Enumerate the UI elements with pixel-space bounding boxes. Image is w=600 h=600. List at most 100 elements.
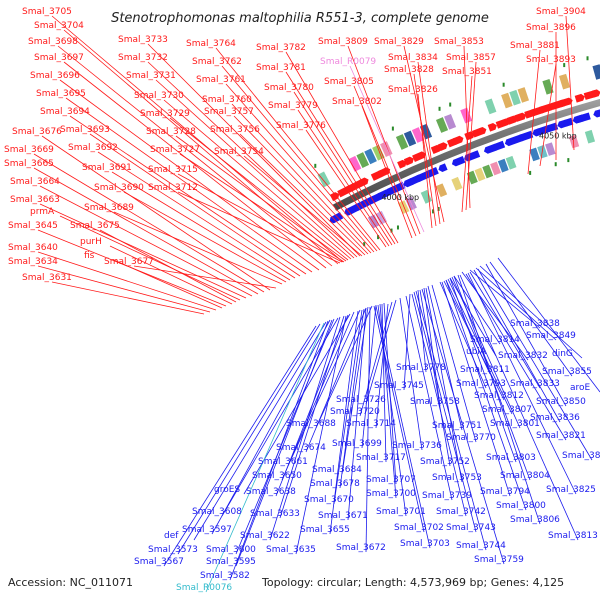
cog-block-forward	[509, 89, 521, 106]
feature-rings	[314, 56, 600, 247]
forward-leader-line	[177, 191, 341, 264]
forward-leader-line	[177, 173, 343, 263]
rna-tick-mark	[391, 126, 394, 131]
forward-gene-label: Smal_3782	[256, 43, 306, 53]
cog-block-reverse	[420, 189, 433, 204]
cog-block-reverse	[545, 142, 556, 156]
forward-leader-line	[59, 79, 320, 271]
cog-block-forward	[484, 98, 497, 115]
forward-gene-arrow	[412, 151, 426, 163]
forward-gene-label: Smal_3834	[388, 53, 438, 63]
reverse-gene-label: Smal_3743	[446, 523, 496, 533]
rna-tick-mark	[377, 235, 380, 240]
cog-block-forward	[501, 92, 513, 109]
forward-gene-arrow	[471, 126, 487, 138]
reverse-gene-label: Smal_3720	[330, 407, 380, 417]
forward-gene-label: Smal_3896	[526, 23, 576, 33]
reverse-leader-line	[281, 311, 355, 481]
forward-gene-label: Smal_3698	[28, 37, 78, 47]
reverse-gene-label: Smal_3567	[134, 557, 184, 567]
reverse-leader-line	[221, 317, 339, 517]
forward-leader-line	[113, 259, 223, 309]
rna-tick-mark	[502, 82, 505, 87]
forward-leader-line	[297, 109, 390, 247]
reverse-leader-line	[405, 295, 453, 501]
forward-gene-label: Smal_3731	[126, 71, 176, 81]
rna-tick-mark	[390, 228, 393, 233]
cog-block-forward	[348, 155, 362, 172]
forward-gene-label: Smal_3729	[140, 109, 190, 119]
reverse-gene-label: ubiA	[466, 347, 487, 357]
reverse-gene-label: Smal_3838	[510, 319, 560, 329]
forward-gene-label: Smal_3677	[104, 257, 154, 267]
forward-leader-line	[413, 73, 437, 227]
forward-gene-label: Smal_3761	[196, 75, 246, 85]
reverse-leader-line	[467, 272, 577, 495]
reverse-leader-line	[443, 280, 505, 401]
forward-leader-line	[37, 251, 217, 311]
forward-gene-label: Smal_3675	[70, 221, 120, 231]
forward-gene-label: Smal_3730	[134, 91, 184, 101]
forward-gene-label: Smal_3805	[324, 77, 374, 87]
reverse-leader-line	[377, 304, 407, 517]
forward-gene-arrow	[487, 123, 497, 132]
reverse-gene-label: Smal_3803	[486, 453, 536, 463]
reverse-gene-label: Smal_3744	[456, 541, 506, 551]
reverse-gene-label: Smal_3702	[394, 523, 444, 533]
reverse-leader-line	[315, 305, 373, 429]
reverse-gene-label: Smal_3655	[300, 525, 350, 535]
forward-gene-label: Smal_3826	[388, 85, 438, 95]
forward-gene-label: Smal_3781	[256, 63, 306, 73]
forward-leader-line	[169, 117, 349, 261]
reverse-gene-arrow	[518, 130, 534, 142]
forward-gene-label: Smal_3704	[34, 21, 84, 31]
rna-leader-line	[349, 65, 425, 233]
reverse-gene-label: Smal_3833	[510, 379, 560, 389]
reverse-leader-line	[329, 310, 359, 535]
forward-leader-line	[133, 265, 277, 289]
rna-tick-mark	[432, 209, 435, 214]
forward-gene-label: Smal_3695	[36, 89, 86, 99]
reverse-gene-label: Smal_3678	[310, 479, 360, 489]
reverse-gene-label: Smal_3800	[496, 501, 546, 511]
reverse-gene-label: Smal_3837	[562, 451, 600, 461]
cog-block-reverse	[451, 176, 463, 191]
reverse-leader-line	[413, 291, 477, 533]
forward-leader-line	[417, 61, 441, 225]
reverse-gene-arrow	[329, 212, 344, 224]
rna-tick-mark	[554, 162, 557, 167]
trna-leader-line	[205, 322, 325, 593]
rna-tick-mark	[586, 56, 589, 61]
reverse-gene-label: Smal_3671	[318, 511, 368, 521]
cog-block-forward	[559, 73, 571, 90]
forward-leader-line	[361, 105, 413, 239]
forward-gene-arrow	[397, 159, 407, 169]
reverse-gene-arrow	[438, 163, 448, 172]
gene-labels: Smal_3705 Smal_3704 Smal_3698 Smal_3697 Smal…	[4, 7, 600, 593]
forward-leader-line	[285, 51, 399, 244]
reverse-gene-label: Smal_3707	[366, 475, 416, 485]
rna-tick-mark	[314, 163, 317, 168]
cog-block-reverse	[505, 155, 517, 170]
reverse-gene-label: Smal_3638	[246, 487, 296, 497]
reverse-gene-label: Smal_3807	[482, 405, 532, 415]
map-title: Stenotrophomonas maltophilia R551-3, com…	[111, 11, 489, 26]
forward-leader-line	[147, 43, 361, 257]
forward-gene-label: Smal_3851	[442, 67, 492, 77]
reverse-leader-line	[333, 309, 363, 505]
reverse-leader-line	[419, 289, 451, 467]
reverse-gene-label: Smal_3635	[266, 545, 316, 555]
forward-leader-line	[99, 229, 237, 303]
forward-leader-line	[179, 153, 345, 263]
trna-gene-label: Smal_R0076	[176, 583, 232, 593]
reverse-gene-label: Smal_3778	[396, 363, 446, 373]
forward-gene-label: Smal_3829	[374, 37, 424, 47]
reverse-gene-label: Smal_3814	[470, 335, 520, 345]
reverse-gene-label: Smal_3811	[460, 365, 510, 375]
forward-gene-arrow	[377, 167, 391, 178]
forward-gene-label: prmA	[30, 207, 55, 217]
cog-block-reverse	[490, 161, 501, 176]
forward-gene-arrow	[329, 192, 340, 202]
reverse-gene-label: Smal_3650	[252, 471, 302, 481]
rna-tick-mark	[449, 102, 452, 107]
